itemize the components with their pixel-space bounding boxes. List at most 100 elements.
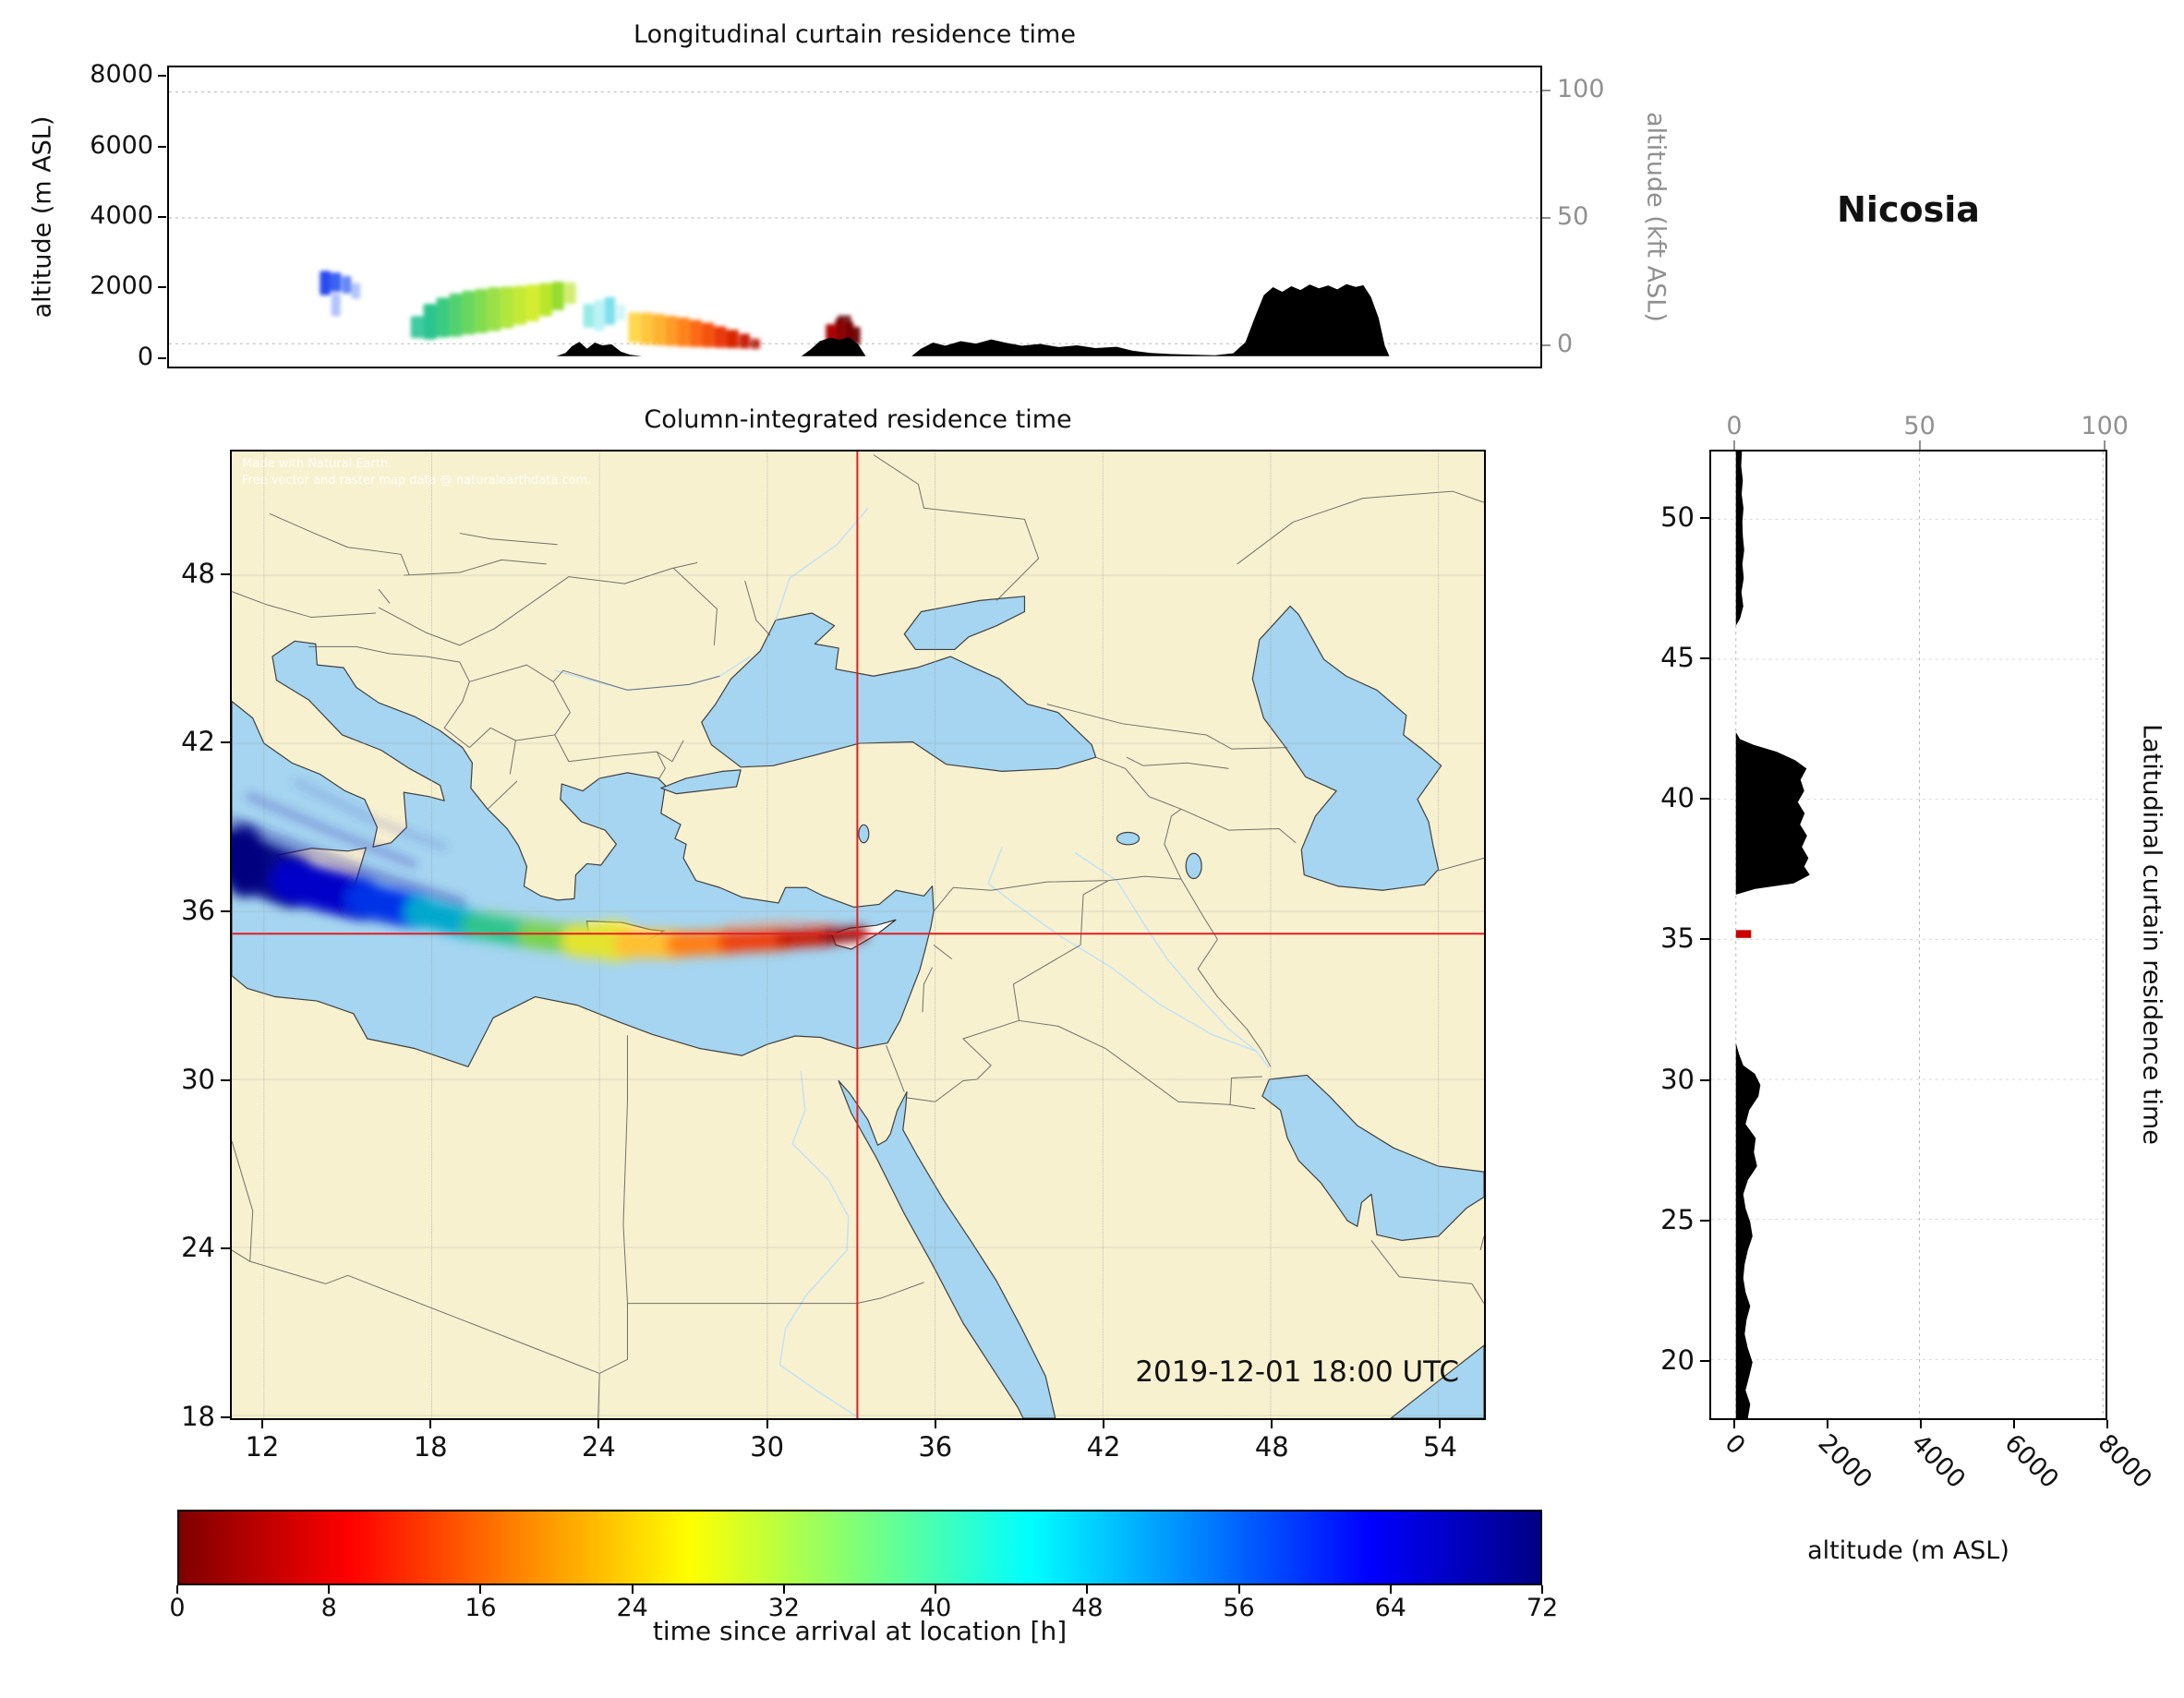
colorbar-tick-label: 16: [465, 1594, 497, 1622]
tick-mark: [1700, 1078, 1709, 1081]
alt-kft-tick-label: 50: [1557, 202, 1589, 231]
tick-mark: [221, 1247, 230, 1250]
lon-curtain-ylabel-right: altitude (kft ASL): [1641, 112, 1671, 322]
map-attribution: Made with Natural Earth. Free vector and…: [242, 456, 591, 488]
map-lat-tick-label: 18: [181, 1400, 215, 1432]
map-lat-tick-label: 48: [181, 557, 215, 589]
map-lon-tick-label: 36: [918, 1431, 953, 1463]
lon-curtain-title: Longitudinal curtain residence time: [633, 20, 1076, 49]
colorbar-tick-label: 40: [919, 1594, 952, 1622]
black-sea: [702, 613, 1096, 771]
tick-mark: [221, 741, 230, 744]
colorbar-tick-label: 56: [1223, 1594, 1255, 1622]
lon-curtain-ylabel: altitude (m ASL): [28, 115, 57, 319]
nile-river: [780, 1071, 860, 1418]
dnieper-river: [776, 508, 868, 620]
red-sea: [839, 1081, 1056, 1418]
tick-mark: [1920, 1420, 1922, 1428]
sea-of-marmara: [661, 770, 741, 794]
tick-mark: [1700, 1219, 1709, 1222]
tick-mark: [328, 1585, 331, 1594]
tick-mark: [1541, 1585, 1543, 1594]
tick-mark: [1542, 217, 1551, 219]
tick-mark: [2013, 1420, 2015, 1428]
map-lon-tick-label: 30: [750, 1431, 785, 1463]
alt-m-tick-label: 4000: [90, 201, 153, 230]
tick-mark: [1700, 516, 1709, 519]
lat-curtain-xlabel: altitude (m ASL): [1807, 1536, 2009, 1565]
map-lon-tick-label: 54: [1423, 1431, 1457, 1463]
colorbar: [177, 1510, 1542, 1585]
tick-mark: [1389, 1585, 1392, 1594]
tick-mark: [1237, 1585, 1240, 1594]
mediterranean-sea: [232, 641, 934, 1066]
tick-mark: [158, 145, 166, 148]
attribution-line-1: Made with Natural Earth.: [242, 457, 392, 471]
tick-mark: [1700, 656, 1709, 659]
lat-curtain-tick-label: 50: [1660, 500, 1695, 533]
tick-mark: [1700, 798, 1709, 801]
kft-top-tick-label: 100: [2081, 412, 2129, 440]
lat-curtain-tick-label: 30: [1660, 1063, 1695, 1095]
map-lat-tick-label: 42: [181, 726, 215, 758]
lat-curtain-tick-label: 20: [1660, 1344, 1695, 1377]
alt-curtain-tick-label: 8000: [2092, 1428, 2158, 1495]
attribution-line-2: Free vector and raster map data @ natura…: [242, 473, 592, 488]
map-lon-tick-label: 48: [1254, 1431, 1289, 1463]
colorbar-label: time since arrival at location [h]: [652, 1616, 1068, 1646]
colorbar-tick-label: 64: [1374, 1594, 1406, 1622]
tick-mark: [221, 572, 230, 575]
terrain-profile-longitudinal: [169, 283, 1540, 356]
map-panel: [230, 450, 1486, 1420]
map-lon-tick-label: 42: [1086, 1431, 1121, 1463]
tick-mark: [1271, 1420, 1273, 1428]
tick-mark: [1918, 440, 1921, 450]
tick-mark: [935, 1585, 937, 1594]
country-borders: [232, 455, 1484, 1418]
longitudinal-curtain-panel: [167, 66, 1542, 368]
lat-curtain-label: Latitudinal curtain residence time: [2137, 724, 2166, 1145]
lat-curtain-tick-label: 45: [1660, 641, 1695, 673]
alt-m-tick-label: 2000: [90, 271, 153, 301]
tick-mark: [1733, 440, 1735, 450]
tick-mark: [1733, 1420, 1735, 1428]
map-lat-tick-label: 24: [181, 1232, 215, 1264]
tick-mark: [221, 909, 230, 912]
sea-shapes: [232, 596, 1484, 1418]
alt-curtain-tick-label: 2000: [1812, 1428, 1878, 1495]
map-lon-tick-label: 12: [245, 1431, 280, 1463]
tigris-river: [1075, 852, 1257, 1051]
residence-time-plume-longitudinal: [320, 271, 861, 349]
alt-curtain-tick-label: 0: [1719, 1428, 1751, 1461]
tick-mark: [2106, 1420, 2108, 1428]
alt-kft-tick-label: 0: [1557, 330, 1574, 358]
map: [232, 452, 1484, 1418]
colorbar-tick-label: 24: [616, 1594, 648, 1622]
tick-mark: [631, 1585, 633, 1594]
colorbar-tick-label: 8: [320, 1594, 337, 1622]
tick-mark: [158, 356, 166, 359]
tick-mark: [1700, 1360, 1709, 1363]
alt-kft-tick-label: 100: [1557, 75, 1605, 103]
tick-mark: [260, 1420, 263, 1428]
lat-curtain-tick-label: 35: [1660, 922, 1695, 955]
tick-mark: [1439, 1420, 1442, 1428]
tick-mark: [597, 1420, 600, 1428]
alt-curtain-tick-label: 6000: [1998, 1428, 2065, 1495]
tick-mark: [1542, 90, 1551, 91]
tick-mark: [176, 1585, 178, 1594]
station-crosshair: [232, 452, 1484, 1418]
tick-mark: [2104, 440, 2106, 450]
map-lat-tick-label: 30: [181, 1063, 215, 1095]
latitudinal-curtain-plot: [1711, 452, 2106, 1418]
lake-van: [1116, 832, 1139, 844]
alt-curtain-tick-label: 4000: [1905, 1428, 1972, 1495]
tick-mark: [1827, 1420, 1828, 1428]
lat-curtain-tick-label: 25: [1660, 1203, 1695, 1235]
tick-mark: [429, 1420, 432, 1428]
kft-top-tick-label: 50: [1903, 412, 1936, 440]
terrain-profile-latitudinal: [1735, 452, 1810, 1418]
station-title: Nicosia: [1837, 189, 1980, 230]
tick-mark: [934, 1420, 936, 1428]
